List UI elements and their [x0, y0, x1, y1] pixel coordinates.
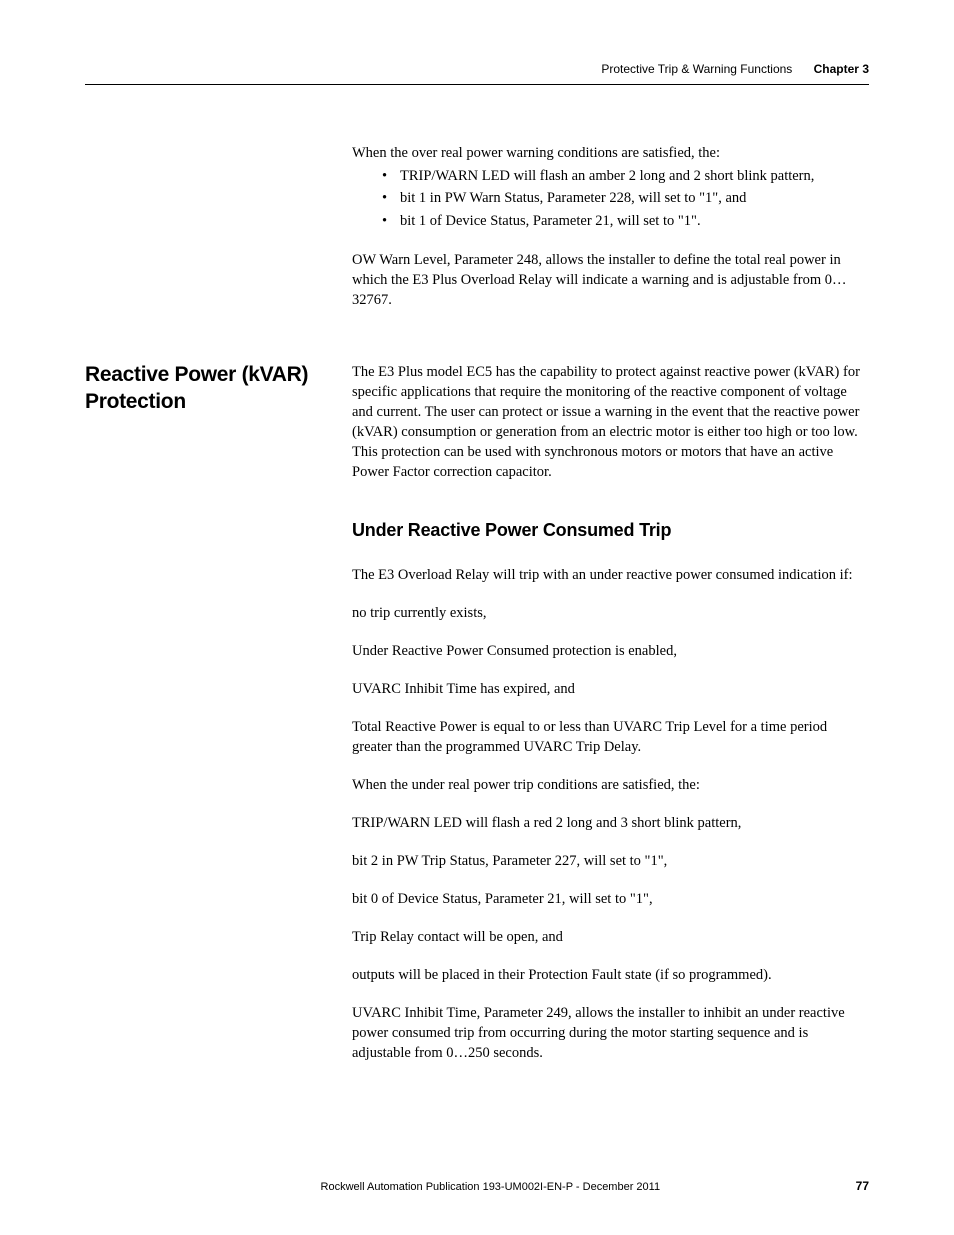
- intro-p1: When the over real power warning conditi…: [352, 143, 869, 163]
- under-trip-p5: Total Reactive Power is equal to or less…: [352, 717, 869, 757]
- under-trip-p12: UVARC Inhibit Time, Parameter 249, allow…: [352, 1003, 869, 1063]
- under-trip-p6: When the under real power trip condition…: [352, 775, 869, 795]
- under-trip-p7: TRIP/WARN LED will flash a red 2 long an…: [352, 813, 869, 833]
- reactive-heading: Reactive Power (kVAR) Protection: [85, 362, 352, 415]
- footer-publication: Rockwell Automation Publication 193-UM00…: [125, 1181, 856, 1193]
- reactive-p1: The E3 Plus model EC5 has the capability…: [352, 362, 869, 482]
- footer-page-number: 77: [856, 1179, 869, 1193]
- intro-bullet-3: bit 1 of Device Status, Parameter 21, wi…: [382, 210, 869, 232]
- header-rule: [85, 84, 869, 85]
- under-trip-p1: The E3 Overload Relay will trip with an …: [352, 565, 869, 585]
- page-header: Protective Trip & Warning Functions Chap…: [85, 62, 869, 76]
- reactive-section: Reactive Power (kVAR) Protection The E3 …: [85, 362, 869, 1081]
- under-trip-p4: UVARC Inhibit Time has expired, and: [352, 679, 869, 699]
- header-chapter-label: Chapter 3: [814, 62, 869, 76]
- under-trip-p2: no trip currently exists,: [352, 603, 869, 623]
- under-trip-p3: Under Reactive Power Consumed protection…: [352, 641, 869, 661]
- intro-bullets: TRIP/WARN LED will flash an amber 2 long…: [382, 165, 869, 232]
- intro-block: When the over real power warning conditi…: [85, 143, 869, 328]
- page-footer: Rockwell Automation Publication 193-UM00…: [85, 1179, 869, 1193]
- under-trip-p10: Trip Relay contact will be open, and: [352, 927, 869, 947]
- intro-bullet-1: TRIP/WARN LED will flash an amber 2 long…: [382, 165, 869, 187]
- under-trip-p8: bit 2 in PW Trip Status, Parameter 227, …: [352, 851, 869, 871]
- intro-bullet-2: bit 1 in PW Warn Status, Parameter 228, …: [382, 187, 869, 209]
- under-trip-p9: bit 0 of Device Status, Parameter 21, wi…: [352, 889, 869, 909]
- under-trip-p11: outputs will be placed in their Protecti…: [352, 965, 869, 985]
- under-trip-heading: Under Reactive Power Consumed Trip: [352, 520, 869, 541]
- header-section-title: Protective Trip & Warning Functions: [601, 62, 792, 76]
- intro-p2: OW Warn Level, Parameter 248, allows the…: [352, 250, 869, 310]
